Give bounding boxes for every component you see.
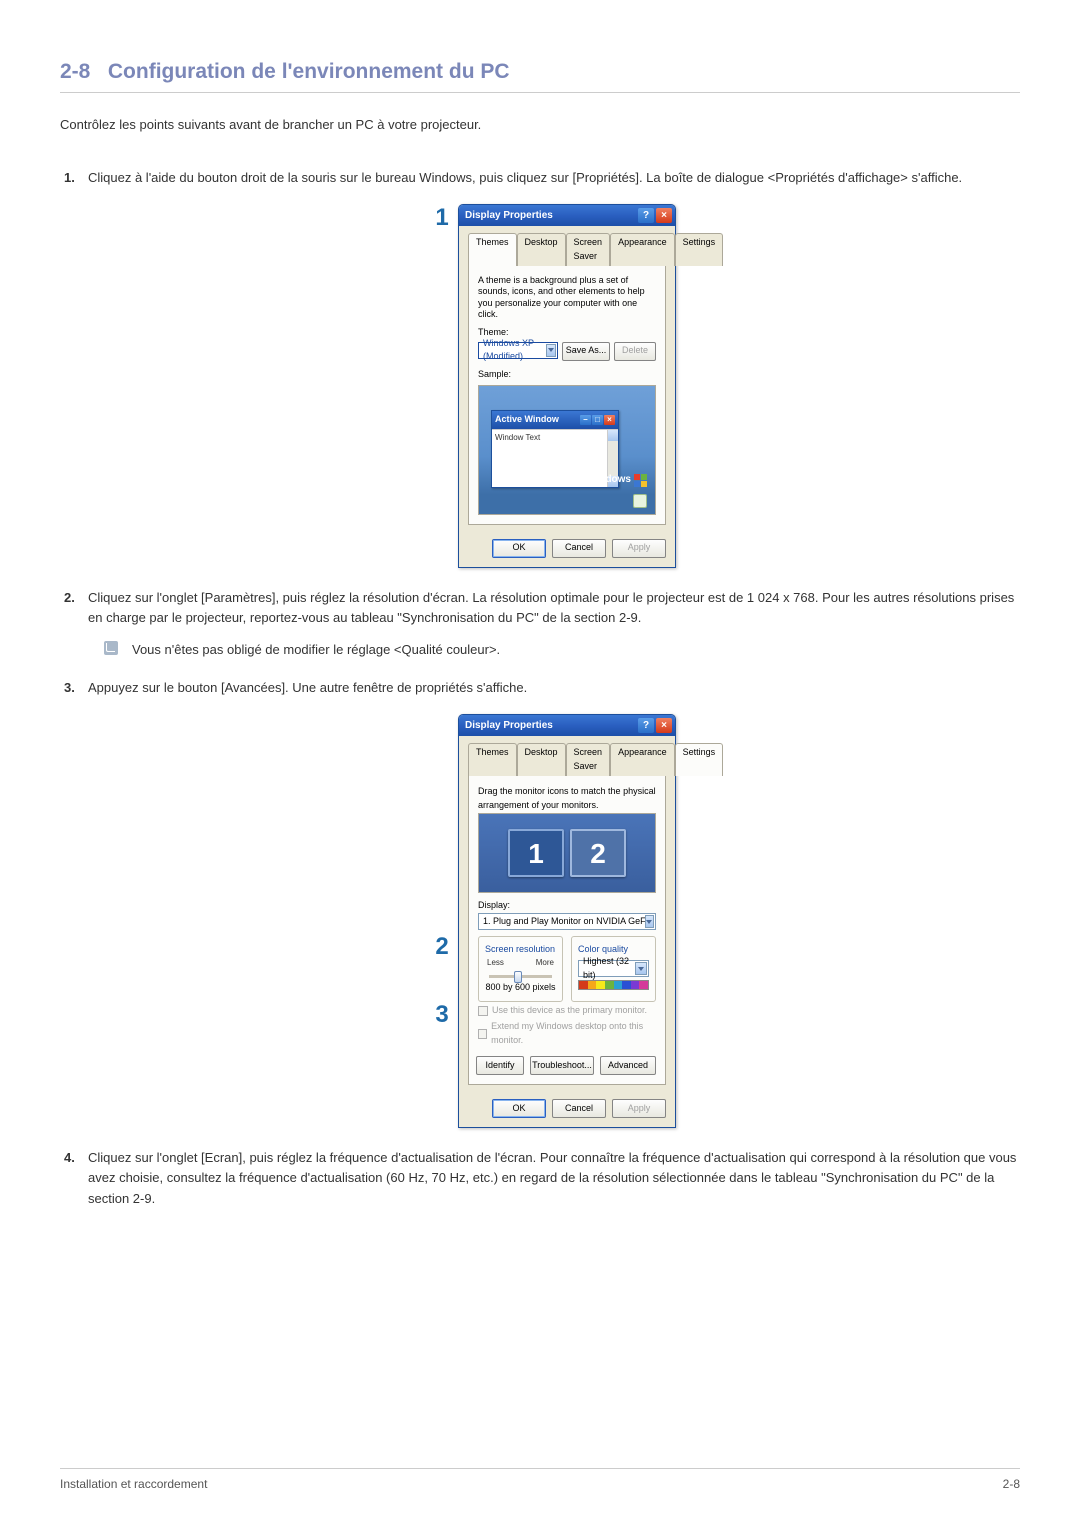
display-properties-dialog-settings: Display Properties ? × Themes Desktop Sc… <box>458 714 676 1128</box>
window-text-sample: Window Text <box>495 433 540 442</box>
color-quality-group: Color quality Highest (32 bit) <box>571 936 656 1002</box>
dialog-title: Display Properties <box>465 208 553 224</box>
footer-left: Installation et raccordement <box>60 1477 207 1491</box>
step-2: Cliquez sur l'onglet [Paramètres], puis … <box>60 588 1020 660</box>
theme-description: A theme is a background plus a set of so… <box>478 275 656 320</box>
step-3: Appuyez sur le bouton [Avancées]. Une au… <box>60 678 1020 1128</box>
tab-appearance[interactable]: Appearance <box>610 233 675 266</box>
note-icon <box>104 641 118 655</box>
ok-button[interactable]: OK <box>492 539 546 558</box>
minimize-icon: – <box>580 415 591 425</box>
dialog-titlebar-2: Display Properties ? × <box>459 715 675 736</box>
dialog-title-2: Display Properties <box>465 718 553 734</box>
chevron-down-icon <box>546 344 556 357</box>
primary-monitor-checkbox: Use this device as the primary monitor. <box>478 1004 656 1018</box>
step-2-note: Vous n'êtes pas obligé de modifier le ré… <box>132 640 500 660</box>
windows-logo: Windows <box>587 472 647 488</box>
help-button[interactable]: ? <box>638 208 654 223</box>
tab-appearance-2[interactable]: Appearance <box>610 743 675 776</box>
theme-dropdown[interactable]: Windows XP (Modified) <box>478 342 558 359</box>
theme-sample-preview: Active Window – □ × <box>478 385 656 515</box>
help-button-2[interactable]: ? <box>638 718 654 733</box>
delete-button: Delete <box>614 342 656 361</box>
recycle-bin-icon <box>633 494 647 508</box>
slider-less: Less <box>487 957 504 969</box>
resolution-value: 800 by 600 pixels <box>485 981 556 995</box>
tab-settings[interactable]: Settings <box>675 233 724 266</box>
identify-button[interactable]: Identify <box>476 1056 524 1075</box>
drag-description: Drag the monitor icons to match the phys… <box>478 785 656 813</box>
color-quality-bar <box>578 980 649 990</box>
maximize-icon: □ <box>592 415 603 425</box>
tab-desktop[interactable]: Desktop <box>517 233 566 266</box>
step-4: Cliquez sur l'onglet [Ecran], puis régle… <box>60 1148 1020 1208</box>
callout-1: 1 <box>432 206 452 230</box>
ok-button-2[interactable]: OK <box>492 1099 546 1118</box>
tab-settings-2[interactable]: Settings <box>675 743 724 776</box>
dialog-titlebar: Display Properties ? × <box>459 205 675 226</box>
step-4-text: Cliquez sur l'onglet [Ecran], puis régle… <box>88 1150 1016 1205</box>
callout-2: 2 <box>432 935 452 959</box>
section-title: 2-8 Configuration de l'environnement du … <box>60 60 1020 93</box>
color-quality-dropdown[interactable]: Highest (32 bit) <box>578 960 649 977</box>
advanced-button[interactable]: Advanced <box>600 1056 656 1075</box>
save-as-button[interactable]: Save As... <box>562 342 610 361</box>
monitor-1-icon[interactable]: 1 <box>508 829 564 877</box>
cancel-button[interactable]: Cancel <box>552 539 606 558</box>
apply-button-2: Apply <box>612 1099 666 1118</box>
apply-button: Apply <box>612 539 666 558</box>
display-properties-dialog-themes: Display Properties ? × Themes Desktop Sc… <box>458 204 676 568</box>
tab-screensaver[interactable]: Screen Saver <box>566 233 611 266</box>
screen-resolution-group: Screen resolution Less More 800 by 600 p… <box>478 936 563 1002</box>
section-heading: Configuration de l'environnement du PC <box>108 60 510 83</box>
callout-3: 3 <box>432 1003 452 1027</box>
sample-label: Sample: <box>478 368 656 382</box>
extend-desktop-checkbox: Extend my Windows desktop onto this moni… <box>478 1020 656 1048</box>
page-footer: Installation et raccordement 2-8 <box>60 1468 1020 1491</box>
section-number: 2-8 <box>60 60 90 83</box>
close-button-2[interactable]: × <box>656 718 672 733</box>
resolution-slider[interactable] <box>489 975 552 978</box>
cancel-button-2[interactable]: Cancel <box>552 1099 606 1118</box>
theme-dropdown-value: Windows XP (Modified) <box>483 337 546 365</box>
tab-themes-2[interactable]: Themes <box>468 743 517 776</box>
color-quality-value: Highest (32 bit) <box>583 955 635 983</box>
display-dropdown[interactable]: 1. Plug and Play Monitor on NVIDIA GeFor… <box>478 913 656 930</box>
active-window-title: Active Window <box>495 413 559 427</box>
step-3-text: Appuyez sur le bouton [Avancées]. Une au… <box>88 680 527 695</box>
monitor-2-icon[interactable]: 2 <box>570 829 626 877</box>
troubleshoot-button[interactable]: Troubleshoot... <box>530 1056 594 1075</box>
close-icon: × <box>604 415 615 425</box>
intro-text: Contrôlez les points suivants avant de b… <box>60 117 1020 132</box>
tab-themes[interactable]: Themes <box>468 233 517 266</box>
tab-desktop-2[interactable]: Desktop <box>517 743 566 776</box>
step-1: Cliquez à l'aide du bouton droit de la s… <box>60 168 1020 568</box>
display-label: Display: <box>478 899 656 913</box>
step-2-text: Cliquez sur l'onglet [Paramètres], puis … <box>88 590 1014 625</box>
windows-flag-icon <box>634 474 647 487</box>
step-1-text: Cliquez à l'aide du bouton droit de la s… <box>88 170 962 185</box>
monitor-arrangement-area[interactable]: 1 2 <box>478 813 656 893</box>
close-button[interactable]: × <box>656 208 672 223</box>
display-dropdown-value: 1. Plug and Play Monitor on NVIDIA GeFor… <box>483 915 645 929</box>
slider-more: More <box>536 957 554 969</box>
chevron-down-icon <box>635 962 647 975</box>
screen-resolution-label: Screen resolution <box>485 943 556 957</box>
chevron-down-icon <box>645 915 654 928</box>
footer-right: 2-8 <box>1003 1477 1020 1491</box>
tab-screensaver-2[interactable]: Screen Saver <box>566 743 611 776</box>
